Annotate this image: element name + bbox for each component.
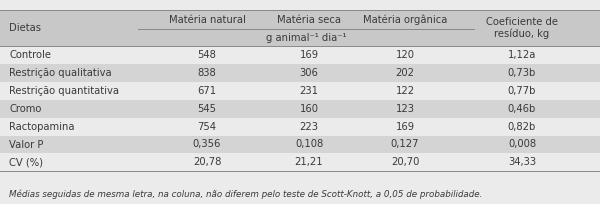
Text: 202: 202 bbox=[395, 68, 415, 78]
Text: 838: 838 bbox=[197, 68, 217, 78]
Text: 20,70: 20,70 bbox=[391, 157, 419, 167]
Text: Cromo: Cromo bbox=[9, 104, 41, 114]
Text: 671: 671 bbox=[197, 86, 217, 96]
Bar bbox=[0, 135, 600, 153]
Text: 223: 223 bbox=[299, 122, 319, 132]
Text: Restrição quantitativa: Restrição quantitativa bbox=[9, 86, 119, 96]
Text: 122: 122 bbox=[395, 86, 415, 96]
Text: 754: 754 bbox=[197, 122, 217, 132]
Text: Coeficiente de
resíduo, kg: Coeficiente de resíduo, kg bbox=[486, 17, 558, 39]
Text: Matéria seca: Matéria seca bbox=[277, 15, 341, 25]
Text: 306: 306 bbox=[299, 68, 319, 78]
Bar bbox=[0, 10, 600, 46]
Text: 548: 548 bbox=[197, 50, 217, 60]
Text: 0,108: 0,108 bbox=[295, 140, 323, 150]
Text: 0,82b: 0,82b bbox=[508, 122, 536, 132]
Text: 0,73b: 0,73b bbox=[508, 68, 536, 78]
Text: 0,46b: 0,46b bbox=[508, 104, 536, 114]
Text: 0,008: 0,008 bbox=[508, 140, 536, 150]
Text: 169: 169 bbox=[299, 50, 319, 60]
Text: 34,33: 34,33 bbox=[508, 157, 536, 167]
Text: 120: 120 bbox=[395, 50, 415, 60]
Text: Matéria natural: Matéria natural bbox=[169, 15, 245, 25]
Text: 0,77b: 0,77b bbox=[508, 86, 536, 96]
Text: Controle: Controle bbox=[9, 50, 51, 60]
Text: Restrição qualitativa: Restrição qualitativa bbox=[9, 68, 112, 78]
Text: 0,356: 0,356 bbox=[193, 140, 221, 150]
Text: 0,127: 0,127 bbox=[391, 140, 419, 150]
Text: 160: 160 bbox=[299, 104, 319, 114]
Text: 123: 123 bbox=[395, 104, 415, 114]
Bar bbox=[0, 100, 600, 118]
Text: CV (%): CV (%) bbox=[9, 157, 43, 167]
Text: 231: 231 bbox=[299, 86, 319, 96]
Text: 21,21: 21,21 bbox=[295, 157, 323, 167]
Text: 545: 545 bbox=[197, 104, 217, 114]
Text: 169: 169 bbox=[395, 122, 415, 132]
Text: 1,12a: 1,12a bbox=[508, 50, 536, 60]
Text: g animal⁻¹ dia⁻¹: g animal⁻¹ dia⁻¹ bbox=[266, 33, 346, 43]
Text: 20,78: 20,78 bbox=[193, 157, 221, 167]
Bar bbox=[0, 64, 600, 82]
Text: Valor P: Valor P bbox=[9, 140, 43, 150]
Text: Médias seguidas de mesma letra, na coluna, não diferem pelo teste de Scott-Knott: Médias seguidas de mesma letra, na colun… bbox=[9, 189, 482, 198]
Text: Dietas: Dietas bbox=[9, 23, 41, 33]
Text: Ractopamina: Ractopamina bbox=[9, 122, 74, 132]
Text: Matéria orgânica: Matéria orgânica bbox=[363, 15, 447, 26]
